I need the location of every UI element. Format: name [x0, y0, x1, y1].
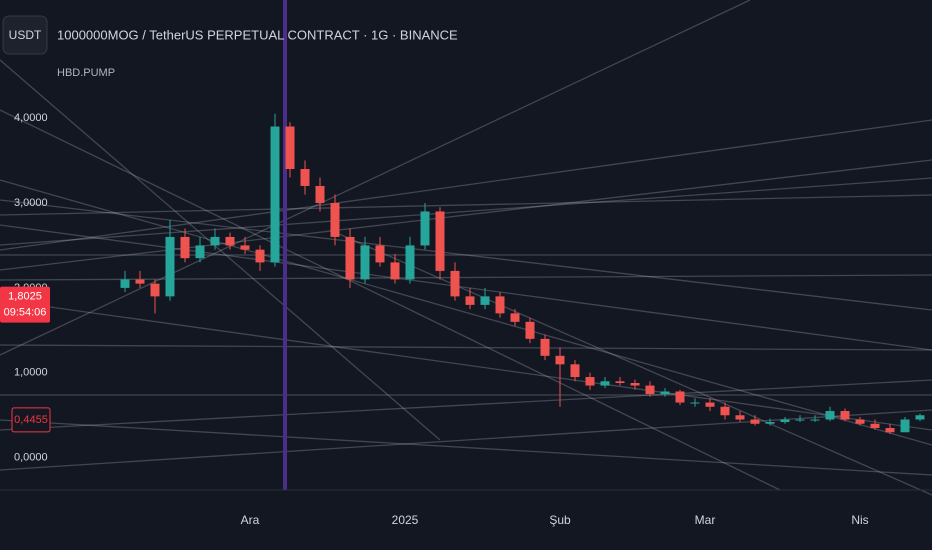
trend-line — [0, 179, 932, 446]
candle-body — [285, 126, 295, 169]
candle-body — [180, 236, 190, 259]
candle-body — [210, 236, 220, 246]
candle-body — [390, 262, 400, 280]
trend-line — [0, 0, 751, 356]
candle-body — [195, 245, 205, 259]
candle-body — [885, 428, 895, 433]
currency-button-label: USDT — [9, 28, 42, 42]
candle-body — [600, 381, 610, 386]
candle-body — [690, 402, 700, 404]
candle-body — [240, 245, 250, 250]
candle-body — [480, 296, 490, 305]
candle-body — [135, 279, 145, 284]
candle-body — [840, 411, 850, 420]
candle-body — [735, 415, 745, 420]
trend-line — [0, 199, 932, 311]
trend-line — [0, 379, 932, 431]
candle-body — [750, 419, 760, 424]
candle-body — [825, 411, 835, 420]
candle-body — [225, 236, 235, 246]
candle-body — [495, 296, 505, 314]
candle-body — [450, 270, 460, 297]
trend-line — [0, 344, 932, 351]
x-tick-label: Mar — [695, 513, 716, 527]
chart-subtitle: HBD.PUMP — [57, 67, 115, 79]
candle-body — [120, 279, 130, 288]
trend-lines — [0, 0, 932, 496]
price-label: 1,8025 — [8, 291, 42, 303]
trend-line — [0, 159, 932, 271]
trend-line — [0, 419, 932, 476]
candle-body — [630, 382, 640, 386]
candle-body — [405, 245, 415, 280]
candle-body — [615, 381, 625, 383]
currency-button[interactable] — [2, 15, 48, 55]
candle-body — [345, 236, 355, 280]
candle-body — [705, 402, 715, 407]
candle-body — [915, 415, 925, 420]
price-label-box — [11, 407, 51, 433]
trend-line — [0, 224, 932, 351]
trend-line — [0, 409, 932, 471]
candle-body — [255, 249, 265, 263]
x-tick-label: Nis — [851, 513, 868, 527]
candle-body — [810, 419, 820, 421]
candle-body — [525, 321, 535, 339]
candle-body — [780, 419, 790, 423]
x-tick-label: 2025 — [392, 513, 419, 527]
candle-body — [300, 168, 310, 186]
candle-body — [540, 338, 550, 356]
candle-body — [660, 391, 670, 395]
candle-body — [165, 236, 175, 297]
trend-line — [0, 109, 781, 491]
candle-body — [375, 245, 385, 263]
candle-body — [330, 202, 340, 237]
trend-line — [0, 299, 932, 431]
trend-line — [0, 59, 441, 441]
candle-body — [900, 419, 910, 433]
candle-body — [150, 283, 160, 297]
x-tick-label: Şub — [549, 513, 571, 527]
candle-body — [270, 126, 280, 263]
candle-body — [675, 391, 685, 403]
y-tick-label: 3,0000 — [14, 197, 48, 209]
candle-body — [315, 185, 325, 203]
candle-body — [510, 313, 520, 322]
trend-line — [0, 274, 932, 281]
trend-line — [0, 177, 932, 246]
price-label-box — [0, 286, 50, 323]
trend-line — [0, 119, 932, 251]
candle-body — [585, 377, 595, 386]
x-tick-label: Ara — [241, 513, 260, 527]
candle-body — [720, 406, 730, 416]
candle-body — [870, 423, 880, 429]
candle-body — [435, 211, 445, 271]
candle-body — [465, 296, 475, 305]
trend-line — [0, 194, 932, 216]
candle-body — [420, 211, 430, 246]
price-label: 0,4455 — [14, 414, 48, 426]
y-tick-label: 4,0000 — [14, 112, 48, 124]
trend-line — [329, 229, 932, 496]
candle-body — [795, 419, 805, 421]
candle-body — [765, 422, 775, 424]
candle-body — [555, 355, 565, 365]
y-tick-label: 0,0000 — [14, 452, 48, 464]
price-label-timer: 09:54:06 — [4, 307, 47, 319]
candle-body — [570, 364, 580, 378]
y-tick-label: 1,0000 — [14, 367, 48, 379]
candle-body — [360, 245, 370, 280]
chart-title: 1000000MOG / TetherUS PERPETUAL CONTRACT… — [57, 27, 458, 42]
candle-body — [855, 419, 865, 424]
candle-body — [645, 385, 655, 395]
